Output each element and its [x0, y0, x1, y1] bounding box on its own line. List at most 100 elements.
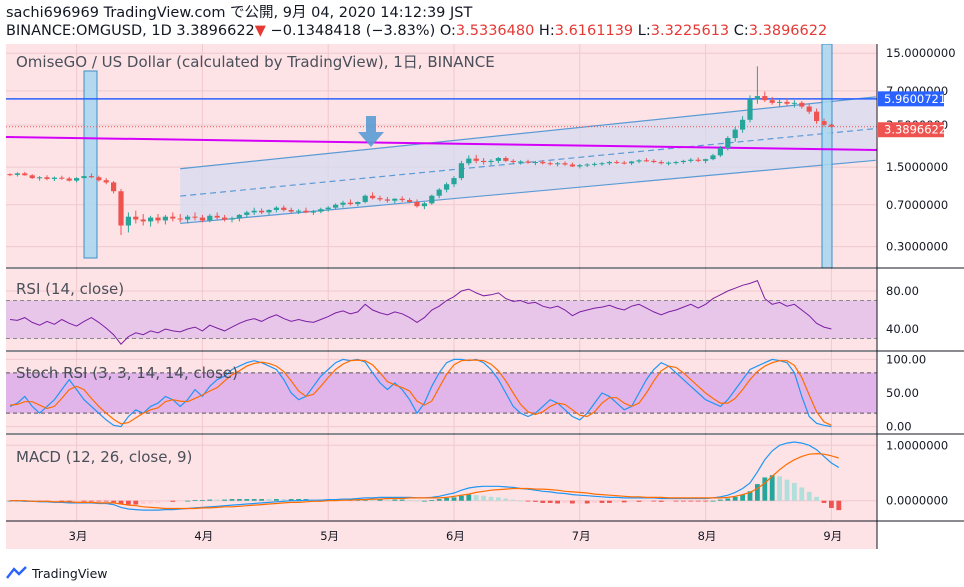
histogram-bar: [407, 500, 412, 501]
histogram-bar: [718, 500, 723, 501]
histogram-bar: [267, 499, 272, 501]
close-label: C:: [729, 23, 749, 39]
date-tick-label: 9月: [823, 529, 842, 543]
histogram-bar: [400, 500, 405, 501]
histogram-bar: [555, 501, 560, 504]
histogram-bar: [540, 501, 545, 503]
histogram-bar: [111, 501, 116, 503]
histogram-bar: [777, 476, 782, 500]
histogram-bar: [222, 500, 227, 501]
histogram-bar: [126, 501, 131, 505]
histogram-bar: [592, 501, 597, 503]
histogram-bar: [674, 501, 679, 502]
open-value: 3.5336480: [456, 23, 534, 39]
histogram-bar: [230, 499, 235, 501]
histogram-bar: [607, 501, 612, 503]
histogram-bar: [622, 501, 627, 503]
macd-tick-label: 0.0000000: [886, 494, 948, 508]
histogram-bar: [141, 501, 146, 504]
histogram-bar: [466, 495, 471, 501]
histogram-bar: [193, 500, 198, 501]
histogram-bar: [163, 501, 168, 502]
histogram-bar: [511, 500, 516, 501]
histogram-bar: [89, 501, 94, 502]
histogram-bar: [281, 499, 286, 501]
rsi-tick-label: 80.00: [886, 284, 919, 298]
histogram-bar: [244, 499, 249, 501]
histogram-bar: [570, 501, 575, 504]
histogram-bar: [459, 496, 464, 501]
histogram-bar: [437, 499, 442, 501]
histogram-bar: [74, 501, 79, 502]
histogram-bar: [503, 499, 508, 501]
histogram-bar: [429, 500, 434, 501]
chart-header: sachi696969 TradingView.com で公開, 9月 04, …: [0, 0, 964, 44]
symbol-price: BINANCE:OMGUSD, 1D 3.3896622: [6, 23, 255, 39]
histogram-bar: [688, 501, 693, 502]
price-tick-label: 0.3000000: [886, 240, 948, 254]
histogram-bar: [725, 499, 730, 501]
footer-brand[interactable]: TradingView: [6, 562, 108, 584]
price-change: −0.1348418 (−3.83%): [271, 23, 436, 39]
histogram-bar: [799, 487, 804, 500]
histogram-bar: [489, 497, 494, 501]
histogram-bar: [415, 501, 420, 502]
histogram-bar: [637, 501, 642, 502]
candle: [459, 161, 464, 180]
highlight-box-september[interactable]: [822, 44, 832, 268]
tradingview-logo-icon: [6, 566, 28, 580]
macd-pane-label: MACD (12, 26, close, 9): [16, 448, 192, 466]
down-arrow-icon: ▼: [255, 23, 266, 39]
histogram-bar: [237, 499, 242, 501]
histogram-bar: [82, 501, 87, 502]
main-pane-label: OmiseGO / US Dollar (calculated by Tradi…: [16, 53, 495, 71]
histogram-bar: [703, 501, 708, 502]
histogram-bar: [104, 501, 109, 502]
stoch-pane-label: Stoch RSI (3, 3, 14, 14, close): [16, 364, 238, 382]
histogram-bar: [474, 495, 479, 501]
histogram-bar: [600, 501, 605, 503]
histogram-bar: [259, 499, 264, 501]
histogram-bar: [814, 497, 819, 501]
histogram-bar: [666, 501, 671, 502]
date-tick-label: 3月: [69, 529, 88, 543]
publish-info: sachi696969 TradingView.com で公開, 9月 04, …: [6, 4, 472, 22]
high-label: H:: [534, 23, 554, 39]
histogram-bar: [577, 501, 582, 504]
date-tick-label: 4月: [194, 529, 213, 543]
histogram-bar: [207, 500, 212, 501]
macd-tick-label: 1.0000000: [886, 438, 948, 452]
histogram-bar: [178, 501, 183, 502]
histogram-bar: [548, 501, 553, 503]
histogram-bar: [156, 501, 161, 503]
rsi-pane-label: RSI (14, close): [16, 280, 124, 298]
candle: [747, 95, 752, 122]
candle: [429, 195, 434, 205]
price-axis-labels: 15.00000007.00000003.50000001.50000000.7…: [886, 46, 956, 508]
footer-brand-text: TradingView: [32, 566, 108, 581]
histogram-bar: [822, 501, 827, 503]
resistance-price-text: 5.9600721: [884, 92, 946, 106]
histogram-bar: [785, 480, 790, 501]
open-label: O:: [435, 23, 456, 39]
histogram-bar: [644, 501, 649, 502]
histogram-bar: [452, 497, 457, 500]
low-value: 3.3225613: [651, 23, 729, 39]
histogram-bar: [711, 501, 716, 502]
high-value: 3.6161139: [555, 23, 633, 39]
histogram-bar: [526, 501, 531, 502]
chart-canvas[interactable]: 15.00000007.00000003.50000001.50000000.7…: [0, 44, 964, 559]
histogram-bar: [444, 498, 449, 501]
histogram-bar: [215, 500, 220, 501]
histogram-bar: [659, 501, 664, 502]
histogram-bar: [770, 475, 775, 500]
price-tick-label: 0.7000000: [886, 198, 948, 212]
histogram-bar: [392, 500, 397, 501]
histogram-bar: [614, 501, 619, 503]
histogram-bar: [518, 501, 523, 502]
histogram-bar: [681, 501, 686, 502]
date-tick-label: 5月: [320, 529, 339, 543]
stoch-tick-label: 50.00: [886, 386, 919, 400]
histogram-bar: [133, 501, 138, 505]
histogram-bar: [651, 501, 656, 502]
